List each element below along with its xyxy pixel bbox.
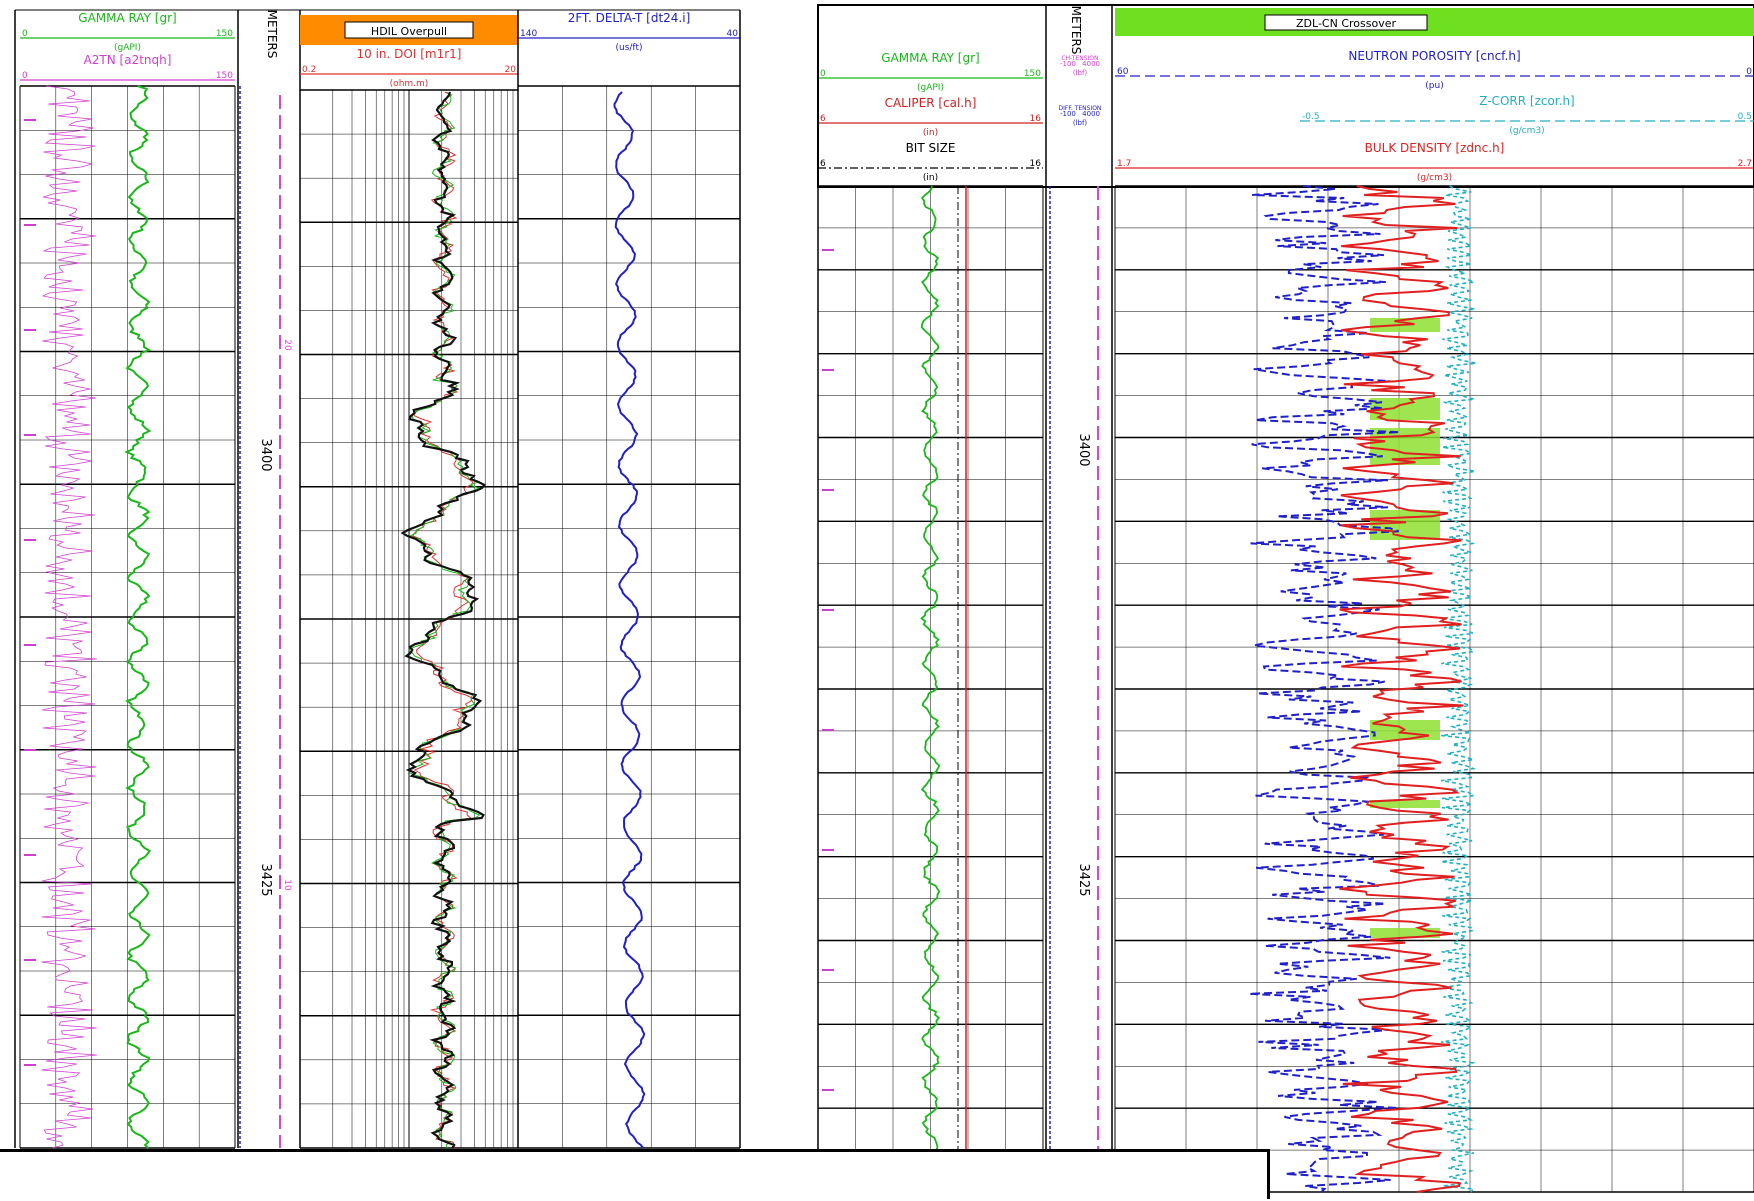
tension-label: CH-TENSION [1061, 55, 1098, 62]
curve-label: A2TN [a2tnqh] [84, 53, 172, 67]
header-gamma-ray: GAMMA RAY [gr] 0 150 (gAPI) [20, 11, 235, 53]
scale-right: 16 [1030, 114, 1042, 124]
banner-hdil-label: HDIL Overpull [371, 25, 447, 38]
depth-3425: 3425 [258, 863, 273, 896]
unit-label: (in) [923, 173, 938, 183]
caption-box [0, 1149, 1270, 1199]
depth-mark: 10 [282, 879, 292, 891]
grid-linear [1114, 185, 1754, 1193]
unit-label: (ohm.m) [390, 79, 429, 89]
curve-label: BULK DENSITY [zdnc.h] [1365, 141, 1505, 155]
unit-label: (g/cm3) [1509, 126, 1544, 136]
depth-3425-r: 3425 [1076, 863, 1091, 896]
scale-left: 60 [1117, 67, 1129, 77]
scale-left: -0.5 [1302, 112, 1320, 122]
scale-left: 6 [820, 159, 826, 169]
depth-3400: 3400 [258, 438, 273, 471]
scale-left: 140 [520, 29, 537, 39]
header-caliper: CALIPER [cal.h] 6 16 (in) [818, 96, 1043, 138]
tension-scale: 4000 [1082, 110, 1100, 118]
density-curve [1339, 185, 1464, 1193]
curve-label: GAMMA RAY [gr] [78, 11, 176, 25]
banner-zdl [1115, 8, 1754, 36]
crossover-fill [1370, 928, 1440, 938]
curve-label: GAMMA RAY [gr] [881, 51, 979, 65]
crossover-fill [1370, 800, 1440, 808]
unit-label: (pu) [1425, 81, 1443, 91]
depth-label: METERS [265, 10, 279, 59]
scale-right: 0.5 [1738, 112, 1752, 122]
delta-t-curve [613, 91, 646, 1149]
curve-label: CALIPER [cal.h] [885, 96, 977, 110]
header-bit-size: BIT SIZE 6 16 (in) [818, 141, 1043, 183]
grid-linear [19, 85, 236, 1149]
unit-label: (us/ft) [616, 43, 643, 53]
header-a2tn: A2TN [a2tnqh] 0 150 [20, 53, 235, 81]
zcorr-curve [1440, 185, 1478, 1193]
neutron-curve [1249, 185, 1400, 1193]
scale-right: 20 [505, 65, 517, 75]
scale-right: 150 [216, 71, 233, 81]
unit-label: (gAPI) [114, 43, 141, 53]
tension-scale: 4000 [1082, 60, 1100, 68]
header-10in-doi: 10 in. DOI [m1r1] 0.2 20 (ohm.m) [300, 47, 518, 89]
crossover-fill [1370, 510, 1440, 540]
depth-label-r: METERS [1069, 6, 1083, 55]
curve-label: 10 in. DOI [m1r1] [357, 47, 462, 61]
curve-label: NEUTRON POROSITY [cncf.h] [1348, 49, 1520, 63]
grid-log [299, 89, 519, 1149]
tension-unit: (lbf) [1073, 69, 1088, 77]
scale-left: 0.2 [302, 65, 316, 75]
curve-label: 2FT. DELTA-T [dt24.i] [568, 11, 691, 25]
unit-label: (g/cm3) [1417, 173, 1452, 183]
banner-zdl-label: ZDL-CN Crossover [1296, 17, 1396, 30]
scale-left: 0 [22, 71, 28, 81]
banner-zdl-box [1264, 14, 1428, 31]
gamma-ray-curve-r [920, 185, 941, 1193]
banner-label-box [344, 21, 474, 39]
scale-left: 0 [22, 29, 28, 39]
depth-3400-r: 3400 [1076, 433, 1091, 466]
header-zcorr: Z-CORR [zcor.h] -0.5 0.5 (g/cm3) [1300, 94, 1754, 136]
curve-label: Z-CORR [zcor.h] [1479, 94, 1575, 108]
scale-left: 6 [820, 114, 826, 124]
tension-unit: (lbf) [1073, 119, 1088, 127]
tension-scale: -100 [1060, 60, 1076, 68]
depth-mark: 20 [282, 339, 292, 351]
scale-right: 40 [727, 29, 739, 39]
a2tn-curve [41, 85, 98, 1149]
header-delta-t: 2FT. DELTA-T [dt24.i] 140 40 (us/ft) [518, 11, 740, 53]
curve-label: BIT SIZE [906, 141, 956, 155]
scale-right: 0 [1746, 67, 1752, 77]
scale-right: 2.7 [1738, 159, 1752, 169]
scale-right: 150 [216, 29, 233, 39]
header-neutron: NEUTRON POROSITY [cncf.h] 60 0 (pu) [1115, 49, 1754, 91]
header-gamma-ray-r: GAMMA RAY [gr] 0 150 (gAPI) [818, 51, 1043, 93]
scale-left: 0 [820, 69, 826, 79]
gamma-ray-curve [124, 85, 152, 1149]
scale-right: 150 [1024, 69, 1041, 79]
scale-right: 16 [1030, 159, 1042, 169]
tension-label: DIFF. TENSION [1059, 105, 1102, 112]
scale-left: 1.7 [1117, 159, 1131, 169]
tension-scale: -100 [1060, 110, 1076, 118]
unit-label: (in) [923, 128, 938, 138]
crossover-fill [1370, 398, 1440, 420]
unit-label: (gAPI) [917, 83, 944, 93]
header-bulk-density: BULK DENSITY [zdnc.h] 1.7 2.7 (g/cm3) [1115, 141, 1754, 183]
res-curve-black [400, 91, 487, 1149]
